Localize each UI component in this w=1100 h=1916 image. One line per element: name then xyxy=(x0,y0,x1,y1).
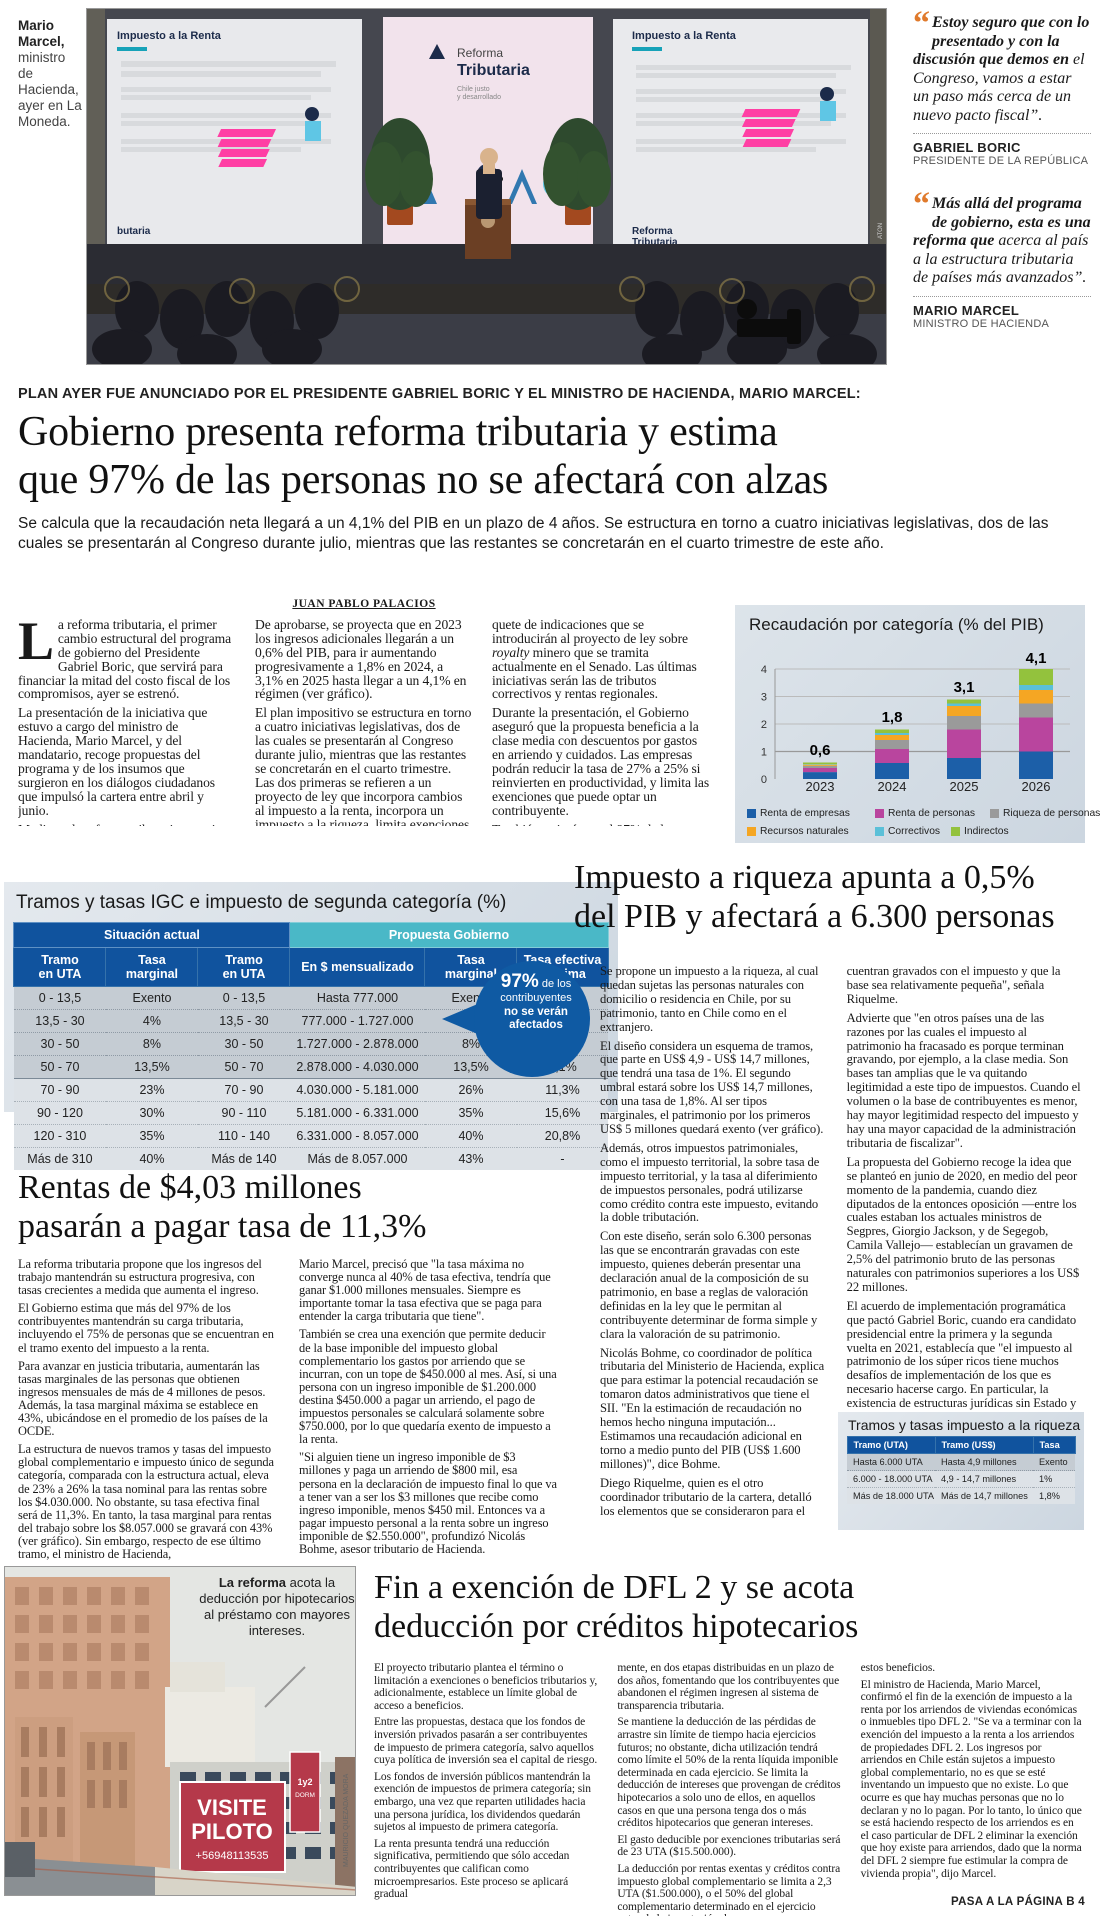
svg-text:MAURICIO QUEZADA MORA: MAURICIO QUEZADA MORA xyxy=(343,1773,350,1867)
svg-text:4: 4 xyxy=(761,664,767,676)
svg-text:y desarrollado: y desarrollado xyxy=(457,94,501,101)
svg-text:PILOTO: PILOTO xyxy=(191,1819,273,1844)
svg-text:2023: 2023 xyxy=(806,779,835,794)
svg-text:Reforma: Reforma xyxy=(632,226,673,237)
svg-text:Chile justo: Chile justo xyxy=(457,86,490,93)
svg-text:Reforma: Reforma xyxy=(457,46,503,60)
svg-text:1: 1 xyxy=(761,747,767,759)
svg-text:Impuesto a la Renta: Impuesto a la Renta xyxy=(117,30,222,42)
svg-text:VISITE: VISITE xyxy=(197,1795,267,1820)
svg-text:butaria: butaria xyxy=(117,226,151,237)
svg-text:3: 3 xyxy=(761,692,767,704)
svg-text:Impuesto a la Renta: Impuesto a la Renta xyxy=(632,30,737,42)
svg-text:2025: 2025 xyxy=(950,779,979,794)
svg-text:2026: 2026 xyxy=(1022,779,1051,794)
svg-text:0: 0 xyxy=(761,774,767,786)
svg-text:3,1: 3,1 xyxy=(954,679,975,696)
svg-text:4,1: 4,1 xyxy=(1026,650,1047,667)
svg-text:1,8: 1,8 xyxy=(882,709,903,726)
svg-text:+56948113535: +56948113535 xyxy=(196,1850,269,1862)
svg-text:1y2: 1y2 xyxy=(297,1777,312,1787)
svg-text:ATON: ATON xyxy=(878,223,884,239)
svg-text:2: 2 xyxy=(761,719,767,731)
svg-text:0,6: 0,6 xyxy=(810,742,831,759)
svg-text:DORM: DORM xyxy=(295,1792,315,1799)
svg-text:Tributaria: Tributaria xyxy=(457,62,530,79)
svg-text:2024: 2024 xyxy=(878,779,907,794)
